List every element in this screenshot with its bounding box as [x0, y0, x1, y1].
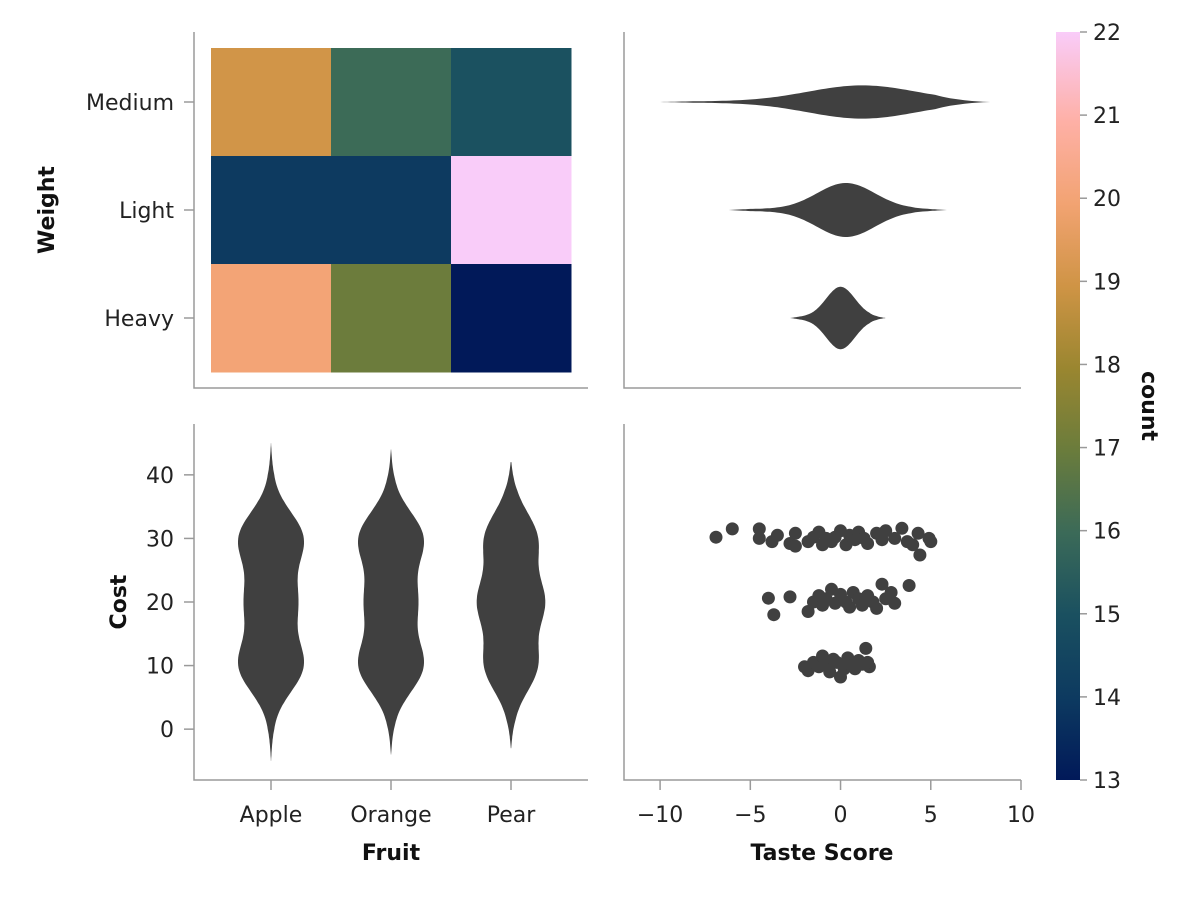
taste-violin-axes	[623, 32, 1021, 389]
heatmap-panel: Medium Light Heavy Weight	[35, 32, 588, 389]
cost-tick-label: 10	[146, 655, 174, 680]
cost-violin	[476, 462, 546, 749]
scatter-panel: −10 −5 0 5 10 Taste Score	[623, 424, 1035, 866]
colorbar-tick-label: 17	[1093, 437, 1121, 462]
cost-tick-label: 40	[146, 464, 174, 489]
cost-axis-title: Cost	[107, 574, 132, 629]
horizontal-violins	[660, 85, 991, 350]
colorbar: 13 14 15 16 17 18 19 20 21 22 count	[1056, 21, 1161, 794]
cost-violin-axes	[193, 424, 588, 781]
fruit-x-ticks: Apple Orange Pear	[240, 780, 536, 828]
scatter-point	[761, 591, 775, 605]
taste-score-axis-title: Taste Score	[751, 841, 894, 866]
heatmap-cell	[211, 156, 332, 265]
scatter-point	[855, 598, 869, 612]
heatmap-cell	[451, 156, 572, 265]
scatter-point	[906, 538, 920, 552]
weight-tick-label: Heavy	[104, 307, 174, 332]
scatter-point	[823, 665, 837, 679]
fruit-axis-title: Fruit	[362, 841, 421, 866]
scatter-point	[709, 530, 723, 544]
heatmap-cell	[451, 264, 572, 373]
scatter-point	[843, 600, 857, 614]
heatmap-axes	[193, 32, 588, 389]
heatmap-cell	[331, 264, 452, 373]
scatter-point	[788, 526, 802, 540]
cost-tick-label: 20	[146, 591, 174, 616]
cost-y-ticks: 0 10 20 30 40	[146, 464, 194, 743]
scatter-axes	[623, 424, 1021, 781]
taste-tick-label: 0	[834, 803, 848, 828]
fruit-tick-label: Orange	[350, 803, 431, 828]
colorbar-tick-label: 21	[1093, 104, 1121, 129]
cost-tick-label: 0	[160, 718, 174, 743]
taste-tick-label: 10	[1007, 803, 1035, 828]
cost-violin	[358, 449, 424, 755]
heatmap-cell	[451, 48, 572, 157]
colorbar-tick-label: 14	[1093, 686, 1121, 711]
scatter-point	[788, 539, 802, 553]
scatter-point	[884, 586, 898, 599]
weight-tick-label: Medium	[86, 91, 174, 116]
colorbar-ticks: 13 14 15 16 17 18 19 20 21 22	[1080, 21, 1121, 794]
scatter-point	[859, 641, 873, 655]
vertical-violins	[238, 443, 546, 761]
fruit-tick-label: Pear	[487, 803, 536, 828]
scatter-point	[767, 608, 781, 622]
heatmap-cell	[331, 48, 452, 157]
colorbar-tick-label: 22	[1093, 21, 1121, 46]
scatter-point	[752, 531, 766, 545]
colorbar-tick-label: 20	[1093, 187, 1121, 212]
heatmap-cells	[211, 48, 572, 373]
scatter-point	[752, 522, 766, 536]
cost-violin-panel: 0 10 20 30 40 Apple Orange Pear Cost Fruit	[107, 424, 588, 866]
heatmap-cell	[211, 48, 332, 157]
scatter-points	[709, 521, 938, 684]
scatter-point	[870, 601, 884, 615]
scatter-point	[725, 522, 739, 536]
taste-x-ticks: −10 −5 0 5 10	[637, 780, 1035, 828]
scatter-point	[895, 521, 909, 535]
scatter-point	[888, 531, 902, 545]
colorbar-tick-label: 15	[1093, 603, 1121, 628]
heatmap-cell	[211, 264, 332, 373]
scatter-point	[875, 577, 889, 591]
heatmap-y-ticks: Medium Light Heavy	[86, 91, 194, 332]
taste-violin	[790, 286, 886, 350]
heatmap-cell	[331, 156, 452, 265]
scatter-point	[902, 579, 916, 592]
colorbar-tick-label: 16	[1093, 520, 1121, 545]
cost-tick-label: 30	[146, 527, 174, 552]
taste-tick-label: −5	[734, 803, 766, 828]
count-axis-title: count	[1136, 371, 1161, 441]
taste-violin	[728, 183, 947, 237]
scatter-point	[783, 590, 797, 604]
cost-violin	[238, 443, 304, 761]
scatter-point	[861, 655, 875, 669]
scatter-point	[924, 535, 938, 549]
scatter-point	[888, 596, 902, 610]
colorbar-gradient	[1056, 32, 1080, 780]
weight-axis-title: Weight	[35, 166, 60, 254]
fruit-tick-label: Apple	[240, 803, 303, 828]
colorbar-tick-label: 18	[1093, 353, 1121, 378]
taste-violin	[660, 85, 991, 119]
scatter-point	[801, 605, 815, 618]
scatter-point	[770, 528, 784, 542]
taste-violin-panel	[623, 32, 1021, 389]
scatter-point	[879, 524, 893, 538]
scatter-point	[911, 526, 925, 540]
scatter-point	[861, 537, 875, 550]
taste-tick-label: 5	[924, 803, 938, 828]
taste-tick-label: −10	[637, 803, 683, 828]
colorbar-tick-label: 13	[1093, 769, 1121, 794]
weight-tick-label: Light	[119, 199, 174, 224]
scatter-point	[913, 548, 927, 562]
colorbar-tick-label: 19	[1093, 270, 1121, 295]
